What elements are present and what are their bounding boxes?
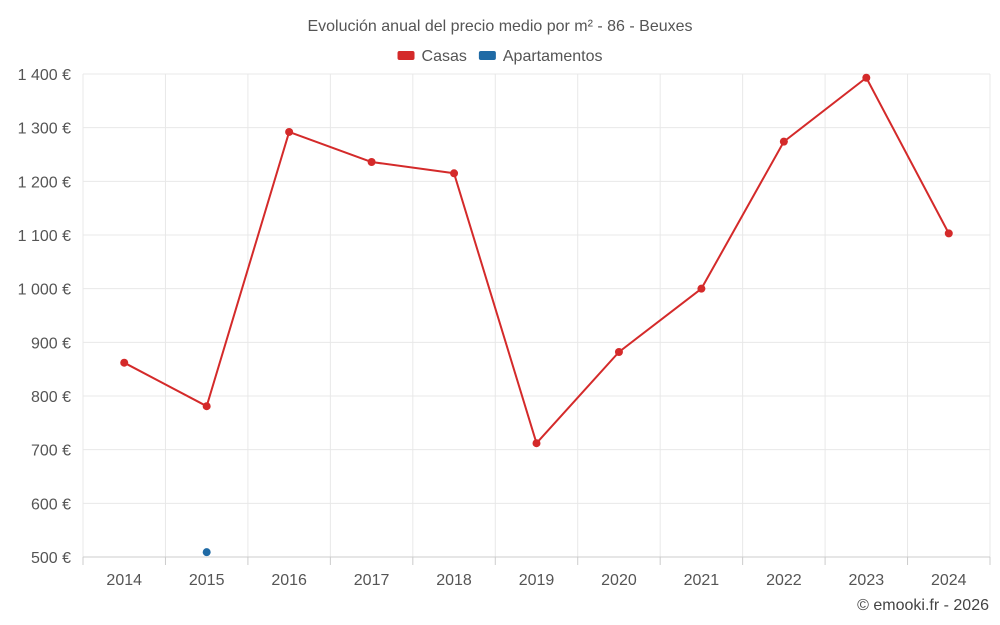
data-point[interactable] xyxy=(862,73,871,82)
data-point[interactable] xyxy=(532,439,541,448)
data-point[interactable] xyxy=(285,127,294,136)
y-tick-label: 1 300 € xyxy=(18,121,71,138)
x-axis-labels: 2014 2015 2016 2017 2018 2019 2020 2021 2022 2023… xyxy=(106,572,966,589)
data-point[interactable] xyxy=(202,402,211,411)
data-point[interactable] xyxy=(779,137,788,146)
data-point[interactable] xyxy=(202,548,211,557)
y-tick-label: 1 200 € xyxy=(18,174,71,191)
y-gridlines xyxy=(83,73,990,504)
x-tick-label: 2020 xyxy=(601,572,637,589)
y-axis-labels: 500 € 600 € 700 € 800 € 900 € 1 000 € 1 100 € 1… xyxy=(18,67,71,567)
y-tick-label: 800 € xyxy=(31,389,71,406)
legend-item-apartamentos[interactable]: Apartamentos xyxy=(478,48,603,65)
y-tick-label: 1 000 € xyxy=(18,282,71,299)
chart-title: Evolución anual del precio medio por m² … xyxy=(307,18,692,35)
y-tick-label: 1 100 € xyxy=(18,228,71,245)
y-tick-label: 600 € xyxy=(31,496,71,513)
x-tick-label: 2024 xyxy=(931,572,967,589)
series-casas xyxy=(120,73,953,448)
x-tick-label: 2019 xyxy=(519,572,555,589)
y-tick-label: 500 € xyxy=(31,550,71,567)
x-tick-label: 2017 xyxy=(354,572,390,589)
y-tick-label: 700 € xyxy=(31,443,71,460)
legend-label: Apartamentos xyxy=(503,48,603,65)
x-gridlines xyxy=(82,74,991,565)
data-point[interactable] xyxy=(450,169,459,178)
x-tick-label: 2022 xyxy=(766,572,802,589)
y-tick-label: 1 400 € xyxy=(18,67,71,84)
series-apartamentos xyxy=(202,548,211,557)
x-tick-label: 2014 xyxy=(106,572,142,589)
legend: Casas Apartamentos xyxy=(397,48,603,65)
x-tick-label: 2018 xyxy=(436,572,472,589)
legend-item-casas[interactable]: Casas xyxy=(397,48,467,65)
x-tick-label: 2023 xyxy=(849,572,885,589)
data-point[interactable] xyxy=(697,284,706,293)
x-tick-label: 2016 xyxy=(271,572,307,589)
x-tick-label: 2015 xyxy=(189,572,225,589)
data-point[interactable] xyxy=(120,358,129,367)
data-point[interactable] xyxy=(944,229,953,238)
series-layer xyxy=(120,73,953,557)
credit-text: © emooki.fr - 2026 xyxy=(857,597,989,614)
legend-label: Casas xyxy=(422,48,467,65)
legend-swatch xyxy=(478,51,496,60)
data-point[interactable] xyxy=(614,347,623,356)
data-point[interactable] xyxy=(367,158,376,167)
y-tick-label: 900 € xyxy=(31,335,71,352)
x-tick-label: 2021 xyxy=(684,572,720,589)
legend-swatch xyxy=(397,51,415,60)
